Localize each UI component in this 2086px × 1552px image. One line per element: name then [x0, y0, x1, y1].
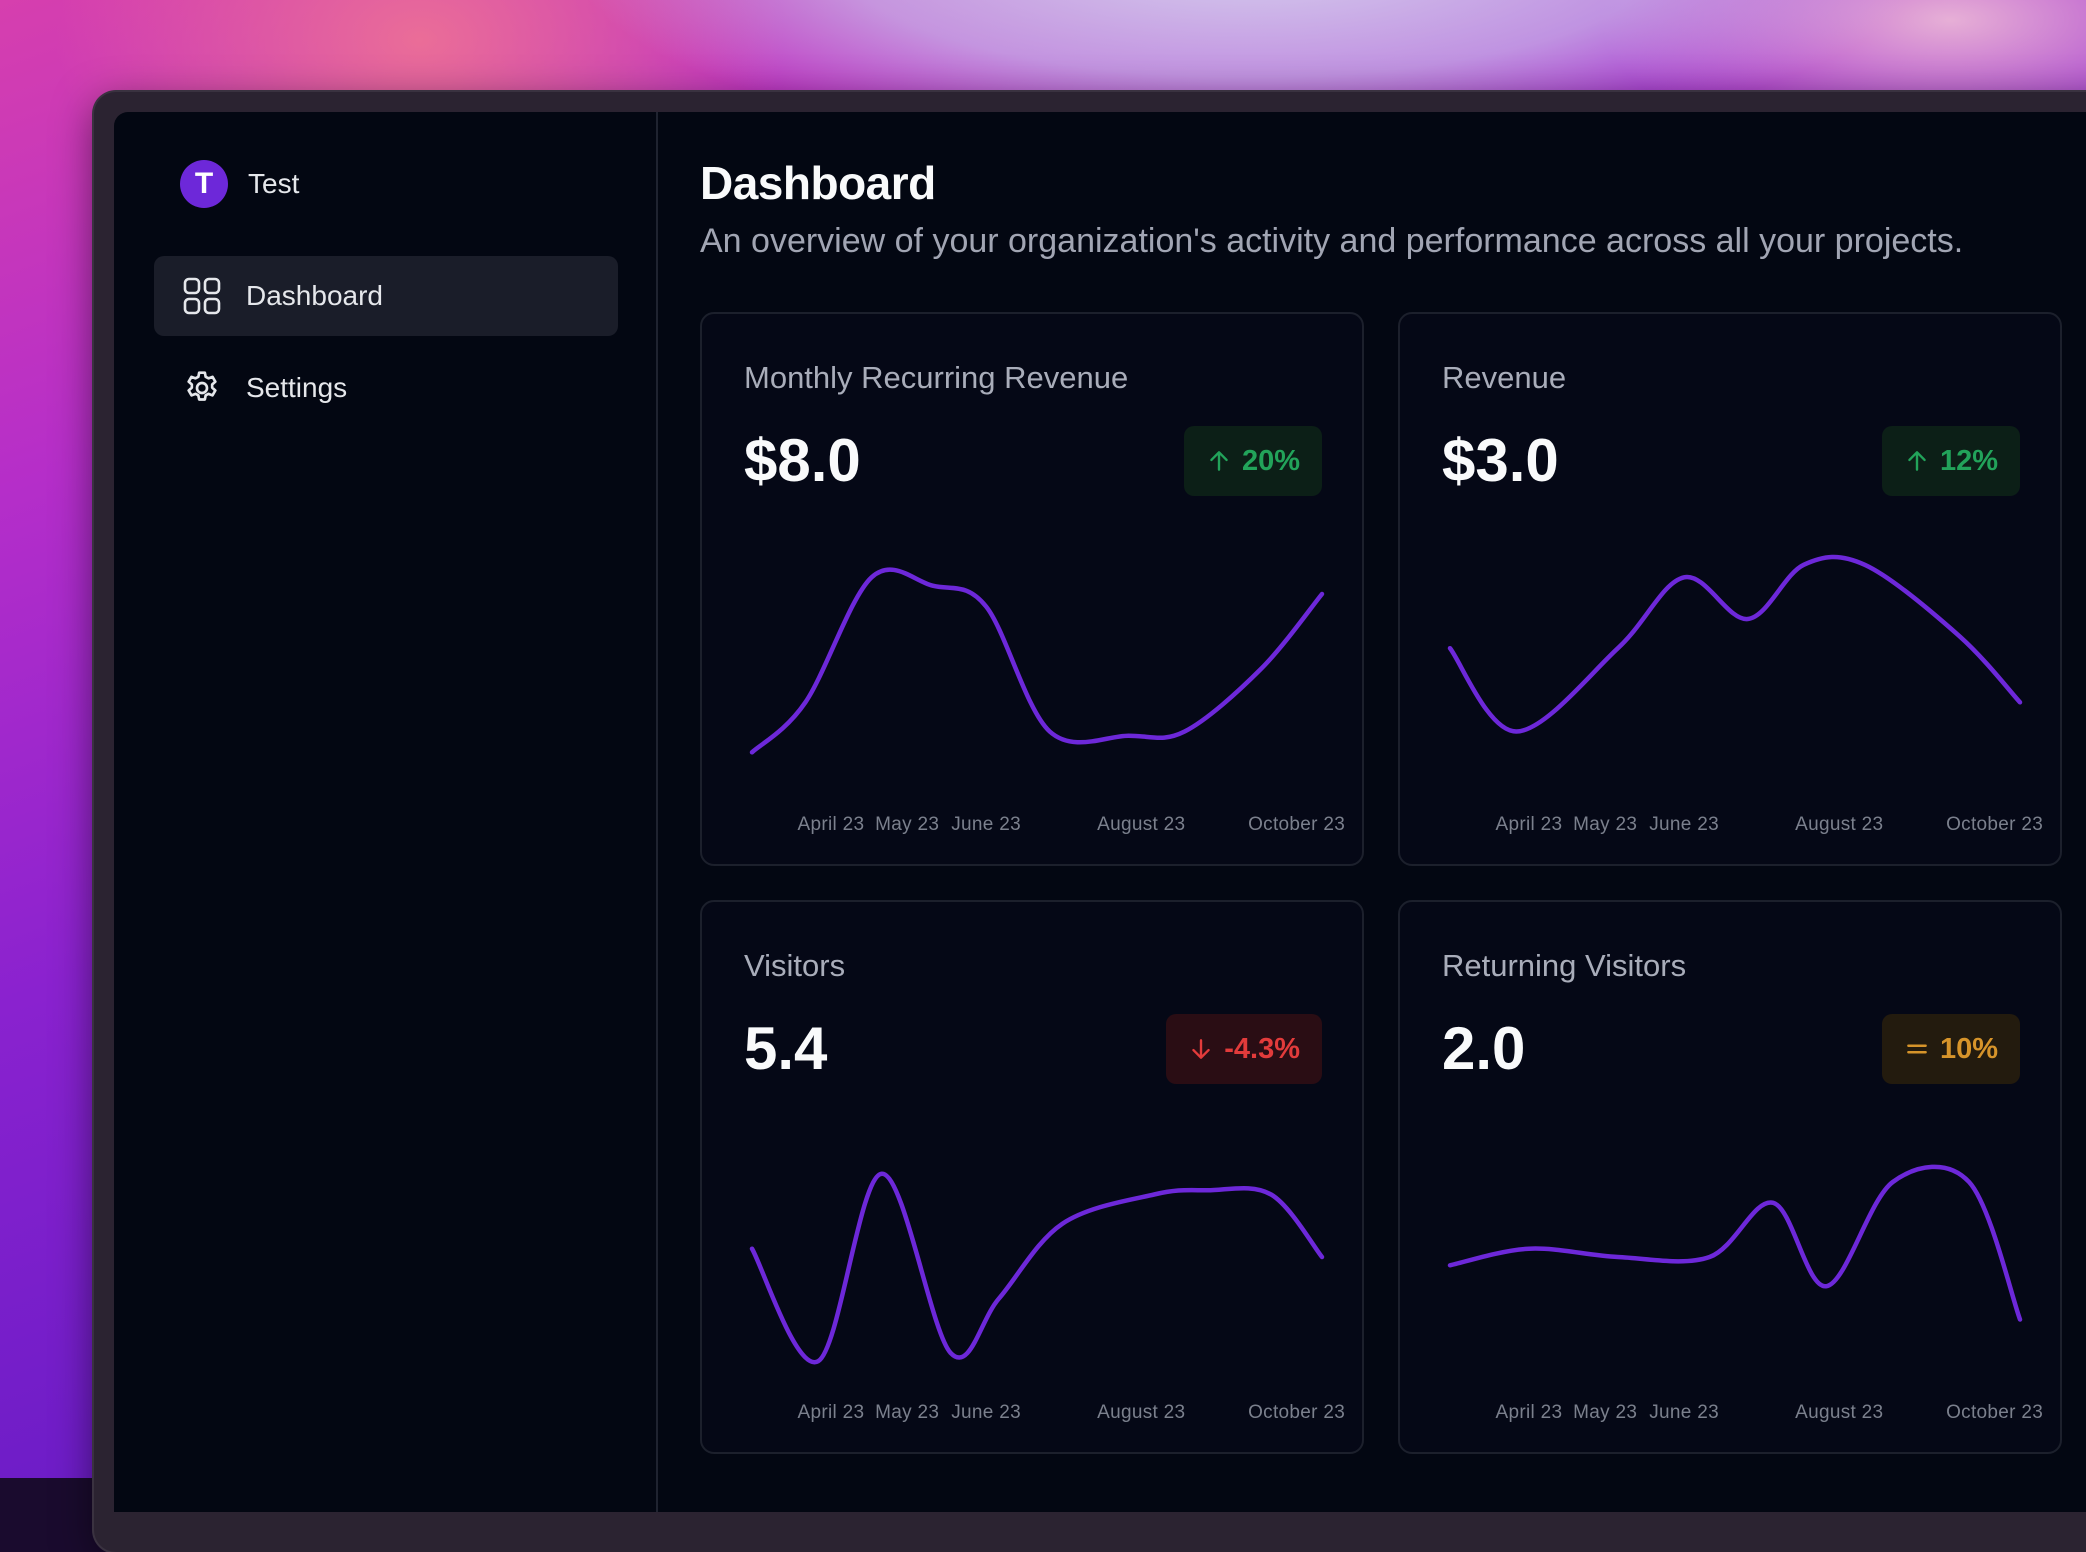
- trend-badge: 12%: [1881, 426, 2020, 496]
- x-tick-label: May 23: [875, 1402, 939, 1423]
- card-title: Revenue: [1442, 360, 1567, 395]
- series-line: [1447, 1164, 2023, 1322]
- x-tick-label: October 23: [1248, 1402, 1345, 1423]
- metric-card-mrr: April 23 May 23 June 23 August 23 October 23…: [700, 312, 1364, 866]
- x-tick-label: May 23: [1573, 1402, 1637, 1423]
- card-value: $8.0: [744, 427, 861, 494]
- series-line: [749, 1171, 1325, 1365]
- trend-badge: 10%: [1881, 1014, 2020, 1084]
- x-tick-label: May 23: [1573, 814, 1637, 835]
- line-chart: April 23 May 23 June 23 August 23 October 23: [1447, 1164, 2043, 1423]
- card-title: Monthly Recurring Revenue: [744, 360, 1129, 395]
- badge-text: 12%: [1939, 444, 1998, 477]
- org-name: Test: [248, 168, 300, 199]
- page-title: Dashboard: [700, 157, 936, 209]
- x-tick-label: April 23: [797, 1402, 864, 1423]
- sidebar-item-dashboard[interactable]: Dashboard: [154, 256, 618, 336]
- sidebar-item-settings[interactable]: Settings: [154, 348, 618, 428]
- x-tick-label: August 23: [1097, 1402, 1185, 1423]
- x-tick-label: June 23: [1649, 814, 1719, 835]
- metric-card-visitors: April 23 May 23 June 23 August 23 October 23…: [700, 900, 1364, 1454]
- card-title: Visitors: [744, 948, 846, 983]
- equals-icon: [1904, 1036, 1930, 1062]
- sidebar-item-label: Settings: [246, 372, 348, 403]
- arrow-up-icon: [1206, 448, 1232, 474]
- gear-icon: [182, 368, 222, 408]
- x-tick-label: April 23: [1495, 814, 1562, 835]
- x-tick-label: October 23: [1946, 814, 2043, 835]
- app-window: T Test Dashboard Settings: [114, 112, 2086, 1512]
- sidebar-item-label: Dashboard: [246, 280, 383, 311]
- grid-icon: [182, 276, 222, 316]
- org-switcher[interactable]: T Test: [180, 160, 299, 208]
- main-content: Dashboard An overview of your organizati…: [700, 112, 2086, 1512]
- avatar: T: [180, 160, 228, 208]
- badge-text: -4.3%: [1224, 1032, 1300, 1065]
- x-tick-label: June 23: [951, 814, 1021, 835]
- trend-badge: 20%: [1183, 426, 1322, 496]
- x-tick-label: August 23: [1795, 814, 1883, 835]
- arrow-down-icon: [1188, 1036, 1214, 1062]
- metric-card-revenue: April 23 May 23 June 23 August 23 October 23…: [1398, 312, 2062, 866]
- line-chart: April 23 May 23 June 23 August 23 October 23: [749, 1171, 1345, 1423]
- x-tick-label: May 23: [875, 814, 939, 835]
- card-title: Returning Visitors: [1442, 948, 1687, 983]
- badge-text: 10%: [1939, 1032, 1998, 1065]
- x-tick-label: October 23: [1946, 1402, 2043, 1423]
- x-tick-label: June 23: [951, 1402, 1021, 1423]
- card-value: 5.4: [744, 1015, 828, 1082]
- trend-badge: -4.3%: [1166, 1014, 1322, 1084]
- x-tick-label: June 23: [1649, 1402, 1719, 1423]
- x-tick-label: August 23: [1795, 1402, 1883, 1423]
- metric-card-returning-visitors: April 23 May 23 June 23 August 23 October 23…: [1398, 900, 2062, 1454]
- series-line: [749, 567, 1325, 755]
- x-tick-label: April 23: [797, 814, 864, 835]
- series-line: [1447, 554, 2023, 734]
- card-value: 2.0: [1442, 1015, 1526, 1082]
- page-subtitle: An overview of your organization's activ…: [700, 222, 1964, 260]
- badge-text: 20%: [1241, 444, 1300, 477]
- x-tick-label: August 23: [1097, 814, 1185, 835]
- x-tick-label: April 23: [1495, 1402, 1562, 1423]
- line-chart: April 23 May 23 June 23 August 23 October 23: [1447, 554, 2043, 835]
- arrow-up-icon: [1904, 448, 1930, 474]
- sidebar: T Test Dashboard Settings: [114, 112, 658, 1512]
- x-tick-label: October 23: [1248, 814, 1345, 835]
- card-value: $3.0: [1442, 427, 1559, 494]
- line-chart: April 23 May 23 June 23 August 23 October 23: [749, 567, 1345, 835]
